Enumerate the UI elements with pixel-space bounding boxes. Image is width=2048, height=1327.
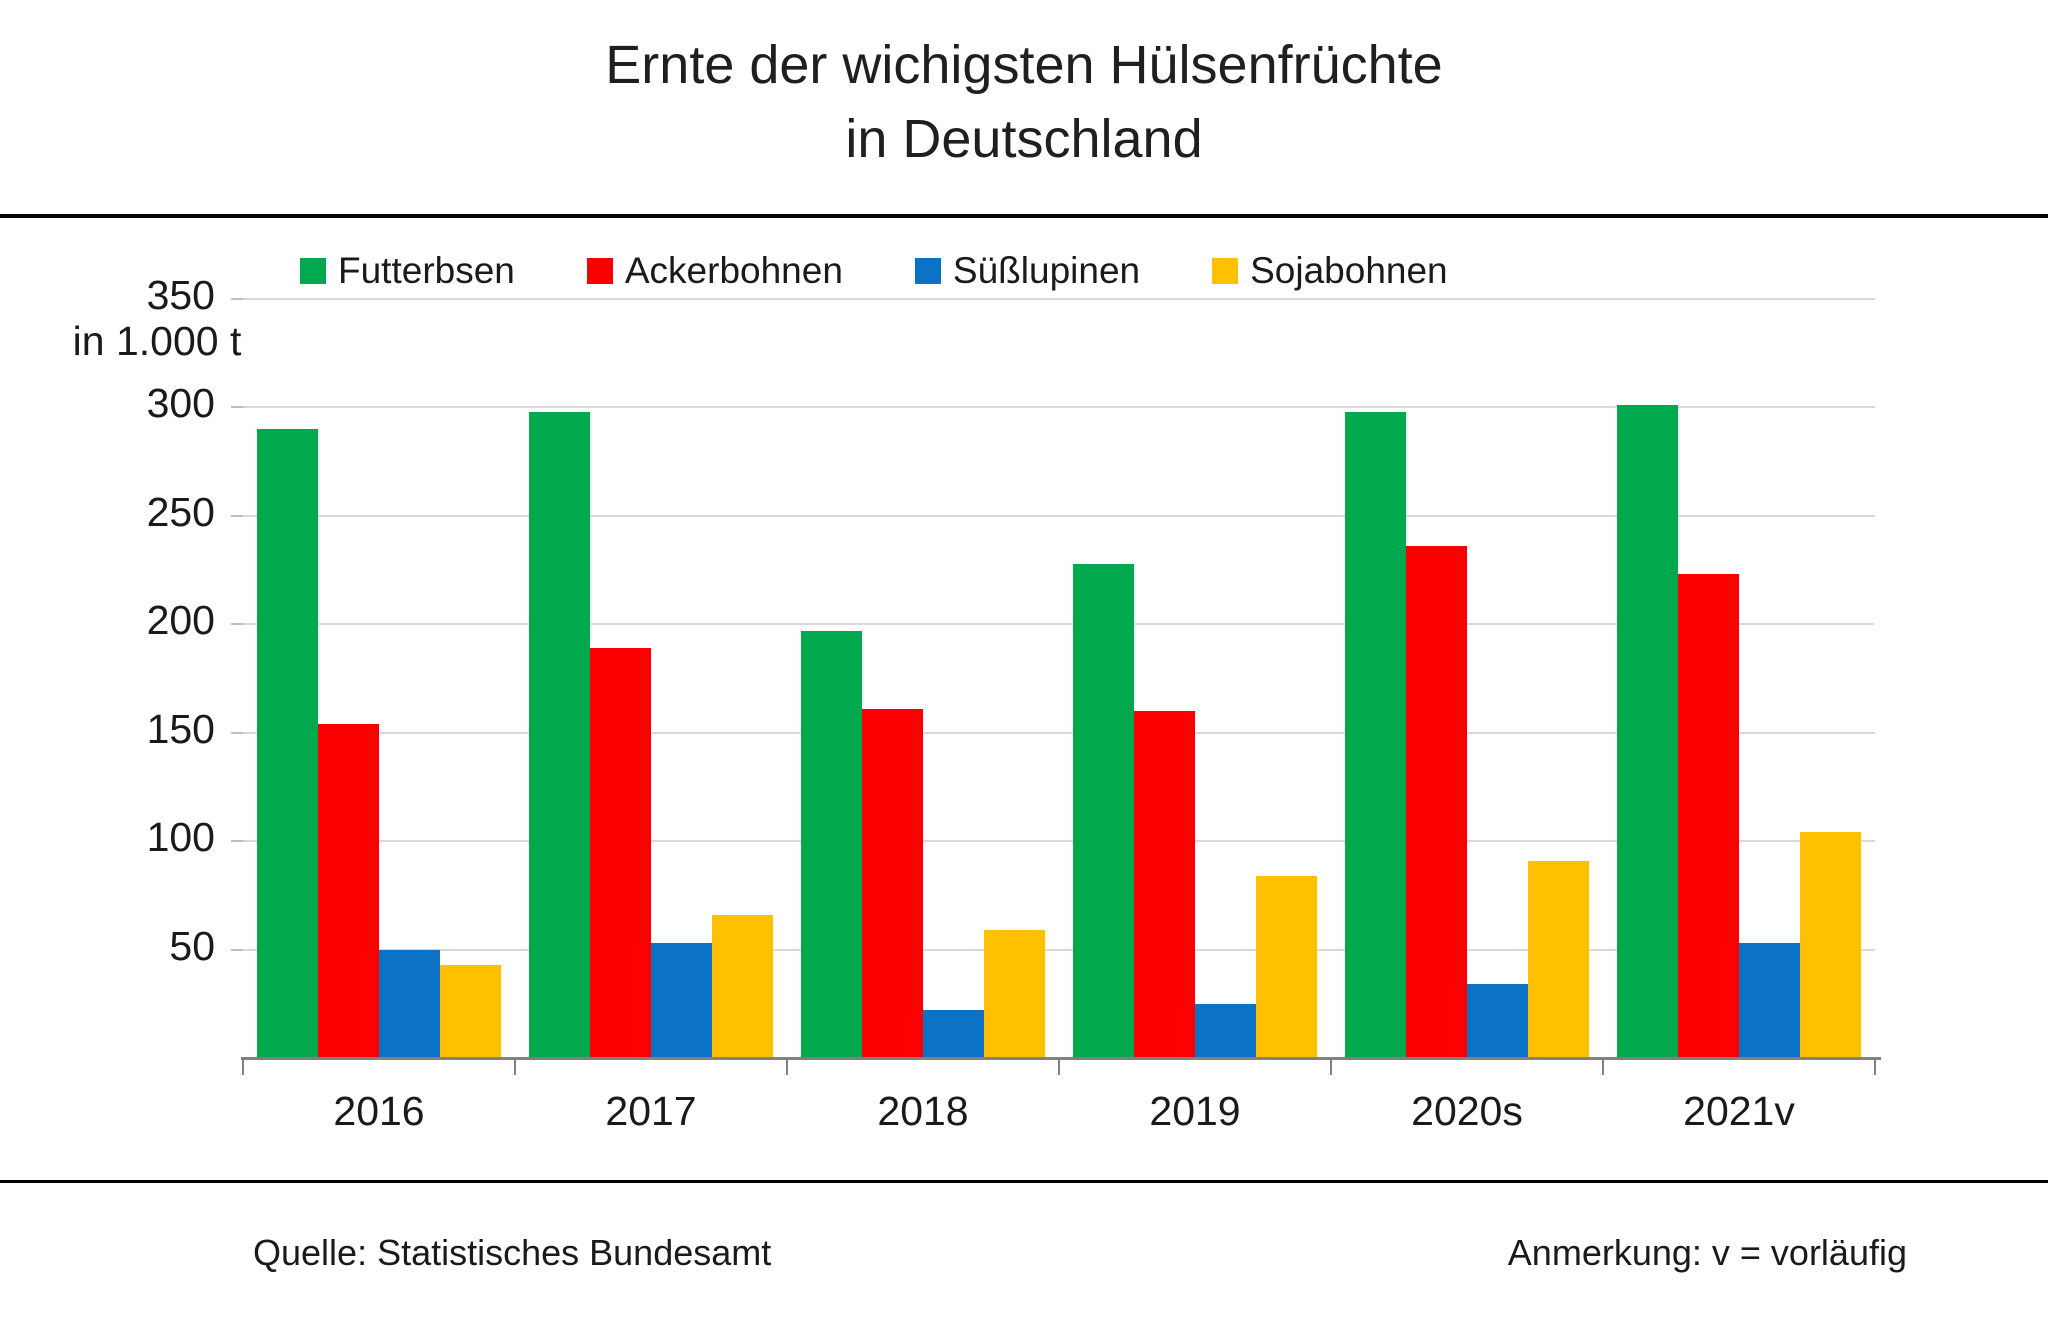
- bar-ackerbohnen-2020s: [1406, 546, 1467, 1058]
- y-tick-label-50: 50: [169, 922, 215, 969]
- bar-futterbsen-2020s: [1345, 411, 1406, 1058]
- bar-sojabohnen-2016: [440, 964, 501, 1058]
- legend-label-suesslupinen: Süßlupinen: [952, 250, 1141, 291]
- x-label-2020s: 2020s: [1411, 1088, 1523, 1134]
- bar-ackerbohnen-2019: [1134, 711, 1195, 1058]
- bar-suesslupinen-2020s: [1467, 984, 1528, 1058]
- legend-swatch-ackerbohnen: [586, 258, 613, 284]
- x-axis-tick-3: [1058, 1060, 1060, 1075]
- legend-swatch-suesslupinen: [914, 258, 941, 284]
- top-separator-line: [0, 214, 2048, 218]
- x-label-2019: 2019: [1149, 1088, 1241, 1134]
- chart-legend: Futterbsen Ackerbohnen Süßlupinen Sojabohne…: [300, 250, 1448, 292]
- bar-sojabohnen-2019: [1256, 875, 1317, 1058]
- bar-ackerbohnen-2017: [590, 648, 651, 1058]
- gridline-300: [243, 406, 1875, 409]
- bar-suesslupinen-2018: [923, 1010, 984, 1058]
- legend-item-suesslupinen: Süßlupinen: [914, 250, 1141, 292]
- bar-futterbsen-2021v: [1617, 405, 1678, 1058]
- x-axis-tick-2: [786, 1060, 788, 1075]
- chart-title: Ernte der wichigsten Hülsenfrüchte in De…: [0, 28, 2048, 176]
- x-axis-tick-0: [242, 1060, 244, 1075]
- legend-item-ackerbohnen: Ackerbohnen: [586, 250, 843, 292]
- bar-suesslupinen-2019: [1195, 1003, 1256, 1058]
- y-tick-mark-250: [231, 514, 243, 517]
- y-tick-mark-200: [231, 623, 243, 626]
- bar-sojabohnen-2018: [984, 930, 1045, 1058]
- gridline-100: [243, 840, 1875, 843]
- bottom-separator-line: [0, 1180, 2048, 1183]
- bar-suesslupinen-2017: [651, 943, 712, 1058]
- bar-suesslupinen-2021v: [1739, 943, 1800, 1058]
- y-tick-mark-150: [231, 731, 243, 734]
- y-tick-label-350: 350: [146, 272, 215, 318]
- plot-area: [231, 298, 1875, 1058]
- y-tick-mark-100: [231, 840, 243, 843]
- legend-item-futterbsen: Futterbsen: [300, 250, 515, 292]
- bar-futterbsen-2016: [257, 429, 318, 1058]
- bar-futterbsen-2019: [1073, 563, 1134, 1058]
- x-axis-tick-1: [514, 1060, 516, 1075]
- chart-title-line1: Ernte der wichigsten Hülsenfrüchte: [605, 35, 1443, 95]
- bar-futterbsen-2018: [801, 630, 862, 1058]
- gridline-150: [243, 731, 1875, 734]
- y-tick-label-150: 150: [146, 705, 215, 752]
- y-axis-unit-label: in 1.000 t: [72, 318, 242, 364]
- legend-item-sojabohnen: Sojabohnen: [1212, 250, 1448, 292]
- gridline-250: [243, 514, 1875, 517]
- x-axis-tick-4: [1330, 1060, 1332, 1075]
- legend-label-futterbsen: Futterbsen: [338, 250, 515, 291]
- legend-swatch-sojabohnen: [1212, 258, 1239, 284]
- legend-label-ackerbohnen: Ackerbohnen: [624, 250, 843, 291]
- x-axis-line: [241, 1057, 1881, 1060]
- x-label-2017: 2017: [605, 1088, 697, 1134]
- annotation-note: Anmerkung: v = vorläufig: [1507, 1232, 1907, 1273]
- y-tick-label-300: 300: [146, 380, 215, 427]
- legend-label-sojabohnen: Sojabohnen: [1250, 250, 1448, 291]
- x-label-2018: 2018: [877, 1088, 969, 1134]
- gridline-50: [243, 948, 1875, 951]
- legend-swatch-futterbsen: [300, 258, 326, 284]
- source-note: Quelle: Statistisches Bundesamt: [253, 1232, 772, 1273]
- bar-sojabohnen-2020s: [1528, 860, 1589, 1058]
- x-axis-tick-6: [1874, 1060, 1876, 1075]
- y-tick-label-200: 200: [146, 597, 215, 644]
- y-tick-mark-300: [231, 406, 243, 409]
- bar-ackerbohnen-2018: [862, 708, 923, 1058]
- gridline-200: [243, 623, 1875, 626]
- bar-ackerbohnen-2021v: [1678, 574, 1739, 1058]
- bar-ackerbohnen-2016: [318, 724, 379, 1058]
- y-tick-label-100: 100: [146, 814, 215, 861]
- y-tick-mark-350: [231, 298, 243, 300]
- bar-sojabohnen-2017: [712, 914, 773, 1058]
- chart-title-line2: in Deutschland: [845, 109, 1203, 169]
- y-tick-mark-50: [231, 948, 243, 951]
- y-tick-label-250: 250: [146, 488, 215, 535]
- x-axis-tick-5: [1602, 1060, 1604, 1075]
- bar-suesslupinen-2016: [379, 949, 440, 1058]
- bar-futterbsen-2017: [529, 411, 590, 1058]
- x-label-2016: 2016: [333, 1088, 425, 1134]
- x-label-2021v: 2021v: [1683, 1088, 1795, 1134]
- gridline-350: [243, 298, 1875, 300]
- bar-sojabohnen-2021v: [1800, 832, 1861, 1058]
